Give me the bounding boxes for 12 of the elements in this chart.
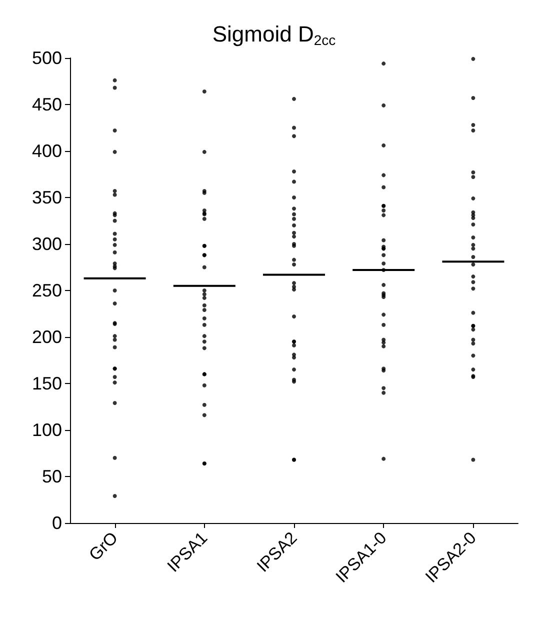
x-tick-label: GrO	[85, 528, 122, 564]
y-tick-label: 150	[32, 374, 62, 394]
y-tick-label: 250	[32, 280, 62, 300]
y-tick-label: 400	[32, 141, 62, 161]
y-tick-label: 50	[42, 466, 62, 486]
y-tick-label: 300	[32, 234, 62, 254]
y-tick-label: 450	[32, 94, 62, 114]
y-tick-label: 100	[32, 420, 62, 440]
y-tick-label: 350	[32, 188, 62, 208]
y-tick-label: 500	[32, 48, 62, 68]
y-tick-label: 0	[52, 513, 62, 533]
y-tick-label: 200	[32, 327, 62, 347]
